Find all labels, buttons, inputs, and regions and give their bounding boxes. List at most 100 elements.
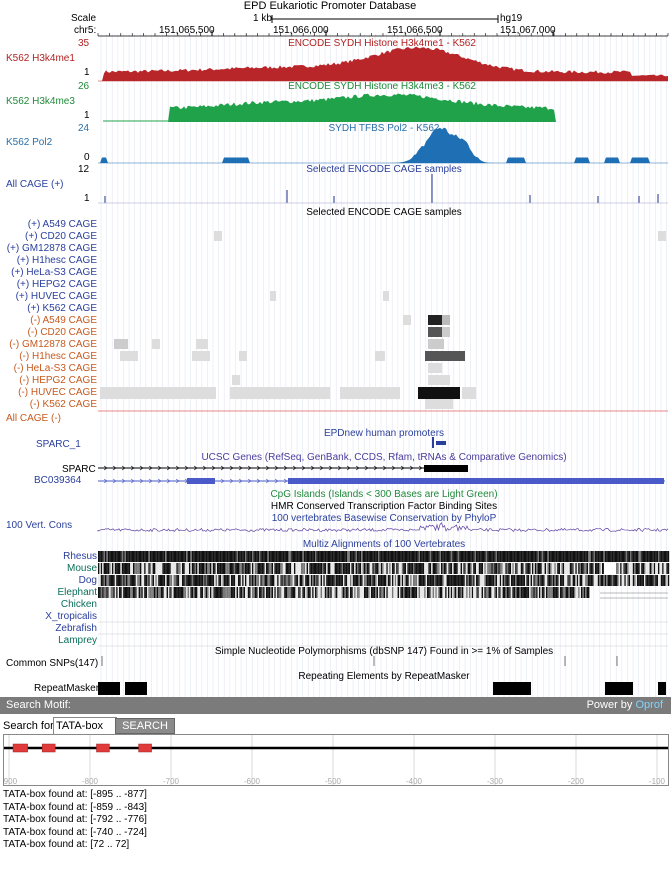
multiz-cell	[656, 551, 658, 562]
species-label[interactable]: Elephant	[57, 587, 97, 598]
species-label[interactable]: Chicken	[60, 599, 97, 610]
multiz-cell	[414, 587, 416, 598]
multiz-cell	[133, 575, 135, 586]
multiz-cell	[491, 551, 493, 562]
browser-graphic	[97, 15, 670, 697]
multiz-cell	[581, 563, 583, 574]
multiz-cell	[340, 563, 342, 574]
multiz-cell	[634, 575, 636, 586]
track-label-rmsk[interactable]: RepeatMasker	[34, 683, 100, 694]
multiz-cell	[183, 563, 185, 574]
cage-label-plus[interactable]: (+) H1hesc CAGE	[16, 255, 97, 266]
multiz-cell	[121, 551, 124, 562]
multiz-cell	[536, 551, 538, 562]
strand-arrow	[256, 465, 261, 471]
species-label[interactable]: Zebrafish	[55, 623, 97, 634]
track-label-h3k4me3[interactable]: K562 H3k4me3	[6, 96, 75, 107]
assembly-label: hg19	[500, 13, 523, 24]
multiz-cell	[394, 575, 397, 586]
multiz-cell	[326, 551, 328, 562]
multiz-cell	[152, 587, 154, 598]
multiz-cell	[214, 575, 216, 586]
multiz-cell	[341, 587, 343, 598]
multiz-cell	[403, 575, 405, 586]
cage-label-plus[interactable]: (+) A549 CAGE	[27, 219, 97, 230]
search-button[interactable]: SEARCH	[115, 718, 175, 734]
species-label[interactable]: Dog	[78, 575, 97, 586]
multiz-cell	[145, 551, 147, 562]
multiz-cell	[134, 563, 136, 574]
species-label[interactable]: X_tropicalis	[45, 611, 97, 622]
multiz-cell	[210, 575, 212, 586]
cage-label-minus[interactable]: (-) CD20 CAGE	[27, 327, 97, 338]
multiz-cell	[603, 575, 605, 586]
cage-label-minus[interactable]: (-) HUVEC CAGE	[18, 387, 97, 398]
gene-label-bc039364[interactable]: BC039364	[34, 475, 82, 486]
cage-label-minus[interactable]: (-) GM12878 CAGE	[9, 339, 97, 350]
species-label[interactable]: Lamprey	[58, 635, 97, 646]
oprof-link[interactable]: Oprof	[635, 699, 663, 711]
multiz-cell	[386, 587, 388, 598]
cage-block	[403, 315, 411, 325]
cage-label-plus[interactable]: (+) HUVEC CAGE	[15, 291, 97, 302]
cage-label-minus[interactable]: (-) HeLa-S3 CAGE	[13, 363, 97, 374]
cage-label-plus[interactable]: (+) HeLa-S3 CAGE	[11, 267, 97, 278]
cage-label-minus[interactable]: (-) H1hesc CAGE	[19, 351, 97, 362]
multiz-cell	[557, 575, 559, 586]
multiz-cell	[403, 551, 405, 562]
track-label-allcage-minus[interactable]: All CAGE (-)	[6, 413, 61, 424]
track-min-h3k4me3: 1	[84, 110, 90, 121]
multiz-cell	[441, 587, 443, 598]
multiz-cell	[649, 551, 651, 562]
cage-label-plus[interactable]: (+) CD20 CAGE	[25, 231, 97, 242]
page-title: EPD Eukariotic Promoter Database	[243, 0, 417, 12]
track-title-h3k4me3: ENCODE SYDH Histone H3k4me3 - K562	[288, 81, 476, 92]
multiz-cell	[490, 575, 492, 586]
track-title-snp: Simple Nucleotide Polymorphisms (dbSNP 1…	[214, 646, 554, 657]
track-label-pol2[interactable]: K562 Pol2	[6, 137, 53, 148]
multiz-cell	[281, 551, 283, 562]
multiz-cell	[518, 575, 520, 586]
track-label-cons[interactable]: 100 Vert. Cons	[6, 520, 73, 531]
multiz-cell	[492, 575, 495, 586]
multiz-cell	[114, 587, 117, 598]
multiz-cell	[400, 587, 402, 598]
multiz-cell	[411, 587, 413, 598]
multiz-cell	[172, 575, 174, 586]
multiz-cell	[527, 563, 530, 574]
cage-label-minus[interactable]: (-) K562 CAGE	[29, 399, 97, 410]
multiz-cell	[470, 563, 472, 574]
species-label[interactable]: Mouse	[66, 563, 97, 574]
multiz-cell	[372, 563, 374, 574]
track-label-snp[interactable]: Common SNPs(147)	[6, 658, 99, 669]
cage-label-plus[interactable]: (+) K562 CAGE	[27, 303, 97, 314]
multiz-cell	[103, 551, 105, 562]
multiz-cell	[264, 587, 266, 598]
multiz-cell	[638, 575, 640, 586]
multiz-cell	[394, 551, 397, 562]
multiz-cell	[270, 587, 272, 598]
multiz-cell	[611, 575, 614, 586]
species-label[interactable]: Rhesus	[63, 551, 97, 562]
cage-label-minus[interactable]: (-) A549 CAGE	[30, 315, 97, 326]
multiz-cell	[406, 551, 408, 562]
multiz-cell	[123, 587, 125, 598]
multiz-cell	[305, 551, 307, 562]
multiz-cell	[414, 563, 416, 574]
motif-input[interactable]	[53, 717, 117, 735]
multiz-cell	[301, 563, 303, 574]
track-label-h3k4me1[interactable]: K562 H3k4me1	[6, 53, 75, 64]
track-label-sparc1[interactable]: SPARC_1	[36, 439, 81, 450]
cage-label-plus[interactable]: (+) GM12878 CAGE	[6, 243, 97, 254]
cage-label-minus[interactable]: (-) HEPG2 CAGE	[19, 375, 97, 386]
multiz-cell	[464, 563, 467, 574]
cage-label-plus[interactable]: (+) HEPG2 CAGE	[16, 279, 97, 290]
track-label-allcage-plus[interactable]: All CAGE (+)	[6, 179, 64, 190]
multiz-cell	[249, 551, 251, 562]
multiz-cell	[396, 551, 398, 562]
multiz-cell	[576, 587, 579, 598]
gene-label-sparc[interactable]: SPARC	[62, 464, 96, 475]
multiz-cell	[211, 575, 213, 586]
multiz-cell	[140, 587, 142, 598]
multiz-cell	[240, 551, 243, 562]
